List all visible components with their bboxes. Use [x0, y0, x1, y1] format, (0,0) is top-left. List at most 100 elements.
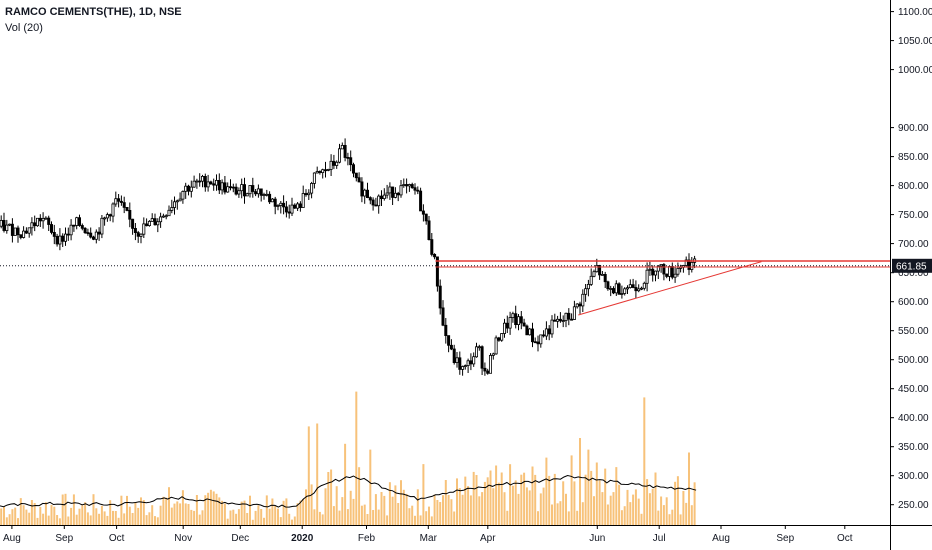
- volume-bar: [28, 512, 31, 525]
- candle-body: [393, 192, 397, 198]
- candle-body: [458, 357, 462, 370]
- volume-bar: [341, 497, 344, 525]
- volume-bar: [277, 508, 279, 525]
- candle-body: [553, 319, 557, 322]
- candle-body: [111, 203, 115, 217]
- volume-bar: [293, 516, 296, 525]
- candle-body: [609, 288, 613, 290]
- volume-bar: [190, 509, 193, 525]
- volume-bar: [131, 513, 134, 525]
- candle-body: [494, 337, 498, 355]
- candle-body: [33, 222, 37, 227]
- volume-bar: [383, 495, 386, 525]
- candle-body: [365, 189, 369, 198]
- candle-body: [371, 199, 375, 206]
- y-tick-label: 900.00: [898, 123, 929, 134]
- candle-body: [237, 190, 241, 195]
- candle-body: [567, 312, 571, 320]
- volume-bar: [442, 495, 444, 525]
- volume-bar: [204, 495, 207, 525]
- volume-bar: [576, 510, 579, 525]
- candle-body: [44, 217, 48, 220]
- volume-bar: [282, 500, 285, 525]
- volume-bar: [500, 472, 503, 525]
- candle-body: [656, 265, 660, 272]
- y-tick-label: 550.00: [898, 326, 929, 337]
- volume-bar: [366, 514, 369, 525]
- volume-bar: [573, 481, 576, 525]
- candle-body: [64, 233, 68, 242]
- volume-bar: [567, 511, 570, 525]
- candle-body: [519, 316, 523, 324]
- volume-bar: [665, 497, 668, 525]
- volume-bar: [559, 501, 562, 525]
- candle-body: [92, 236, 96, 240]
- candle-body: [287, 211, 291, 214]
- candle-body: [531, 328, 535, 343]
- volume-bar: [657, 510, 660, 525]
- volume-bar: [601, 492, 604, 525]
- candle-body: [326, 168, 330, 171]
- volume-bar: [221, 500, 224, 525]
- volume-bar: [674, 481, 677, 525]
- volume-bar: [612, 492, 615, 525]
- volume-bar: [469, 495, 472, 525]
- volume-bar: [260, 509, 263, 525]
- candle-body: [159, 216, 163, 223]
- volume-bar: [690, 505, 693, 525]
- volume-bar: [70, 507, 73, 525]
- candle-body: [332, 160, 336, 166]
- volume-bar: [391, 496, 394, 525]
- candle-body: [687, 259, 691, 270]
- volume-bar: [296, 503, 299, 525]
- candle-body: [592, 271, 596, 277]
- volume-bar: [651, 488, 654, 525]
- candle-body: [416, 189, 420, 192]
- volume-bar: [235, 513, 238, 525]
- volume-bar: [5, 517, 8, 525]
- candle-body: [402, 184, 406, 187]
- volume-bar: [679, 514, 682, 525]
- volume-bar: [562, 481, 565, 525]
- candle-body: [178, 198, 182, 202]
- candle-body: [231, 186, 235, 189]
- y-tick-label: 300.00: [898, 471, 929, 482]
- candle-body: [5, 224, 9, 232]
- volume-bar: [302, 499, 305, 525]
- candle-body: [363, 189, 367, 197]
- volume-bar: [179, 503, 182, 525]
- candle-body: [474, 346, 478, 358]
- volume-bar: [154, 516, 156, 525]
- candle-body: [94, 231, 98, 240]
- candle-body: [558, 318, 562, 322]
- candle-body: [83, 227, 87, 234]
- candle-body: [581, 293, 585, 307]
- candle-body: [511, 313, 515, 319]
- volume-bar: [688, 452, 690, 525]
- candle-body: [310, 182, 314, 194]
- candle-body: [296, 203, 300, 209]
- x-tick-label: Feb: [358, 533, 376, 544]
- candle-body: [497, 337, 501, 341]
- volume-bar: [56, 515, 59, 525]
- candle-body: [547, 328, 551, 335]
- volume-bar: [548, 475, 551, 525]
- candle-body: [198, 180, 202, 183]
- candle-body: [528, 328, 532, 336]
- volume-bar: [623, 506, 626, 525]
- candle-body: [441, 307, 445, 326]
- volume-bar: [433, 494, 436, 525]
- volume-bar: [668, 514, 671, 525]
- volume-bar: [64, 493, 67, 525]
- volume-bar: [106, 515, 109, 525]
- volume-bar: [693, 482, 696, 525]
- volume-bar: [422, 464, 425, 525]
- candle-body: [430, 239, 434, 255]
- candle-body: [0, 219, 3, 227]
- volume-bar: [165, 497, 168, 525]
- candle-body: [598, 264, 602, 276]
- candle-body: [298, 203, 302, 208]
- volume-bar: [184, 503, 187, 525]
- volume-bar: [95, 508, 98, 525]
